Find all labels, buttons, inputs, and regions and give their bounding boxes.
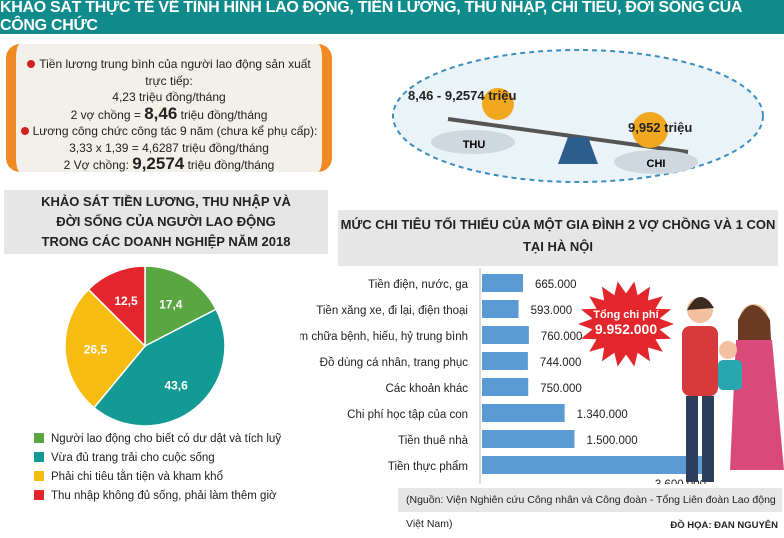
money-bag-icon: [482, 88, 514, 120]
income-label: THU: [463, 139, 486, 151]
bar-category-label: Tiền điện, nước, ga: [368, 279, 468, 291]
graphic-credit: ĐỒ HỌA: ĐAN NGUYÊN: [670, 520, 778, 531]
info-line: 3,33 x 1,39 = 4,6287 triệu đồng/tháng: [69, 140, 269, 155]
total-label: Tổng chi phí: [593, 309, 659, 321]
bar-category-label: Tiền thực phẩm: [388, 461, 468, 473]
legend-swatch: [34, 433, 44, 443]
pie-chart-title: KHẢO SÁT TIỀN LƯƠNG, THU NHẬP VÀ ĐỜI SỐNG…: [4, 190, 328, 254]
legend-label: Phải chi tiêu tằn tiện và kham khổ: [51, 471, 223, 483]
bar-value-label: 593.000: [531, 305, 573, 317]
bar: [482, 352, 528, 370]
family-illustration: [682, 296, 784, 482]
info-line: 4,23 triệu đồng/tháng: [112, 90, 226, 104]
total-value: 9.952.000: [595, 321, 657, 337]
expense-value: 9,952 triệu: [628, 120, 692, 135]
bar-category-label: Các khoản khác: [386, 383, 469, 395]
legend-item: Người lao động cho biết có dư dật và tíc…: [34, 430, 281, 449]
legend-swatch: [34, 490, 44, 500]
bar-chart-title: MỨC CHI TIÊU TỐI THIỂU CỦA MỘT GIA ĐÌNH …: [338, 210, 778, 266]
income-value: 8,46 - 9,2574 triệu: [408, 88, 516, 103]
bar-value-label: 1.500.000: [587, 435, 638, 447]
legend-label: Người lao động cho biết có dư dật và tíc…: [51, 433, 282, 445]
bar: [482, 378, 529, 396]
info-line: 2 vợ chồng = 8,46 triệu đồng/tháng: [70, 103, 268, 123]
money-bag-icon: [632, 112, 668, 148]
bar-value-label: 665.000: [535, 279, 577, 291]
legend-label: Thu nhập không đủ sống, phải làm thêm gi…: [51, 490, 277, 502]
bar-value-label: 744.000: [540, 357, 582, 369]
pie-slice: [92, 308, 226, 427]
pie-slice: [64, 288, 147, 409]
pie-slice: [87, 265, 146, 348]
balance-scale-illustration: 8,46 - 9,2574 triệu THU 9,952 triệu CHI: [392, 49, 764, 183]
info-line: Lương công chức công tác 9 năm (chưa kể …: [32, 124, 318, 138]
bar-chart: Tiền điện, nước, ga 665.000 Tiền xăng xe, …: [300, 268, 706, 484]
bar-category-label: Chi phí học tập của con: [347, 409, 468, 421]
expense-label: CHI: [647, 158, 666, 170]
pie-slice-label: 17,4: [159, 298, 183, 312]
pie-slice-label: 12,5: [114, 294, 138, 308]
page-title: KHẢO SÁT THỰC TẾ VỀ TÌNH HÌNH LAO ĐỘNG, …: [0, 0, 784, 34]
bar-value-label: 1.340.000: [577, 409, 628, 421]
bar-value-label: 3.600.000: [655, 479, 706, 484]
bar: [482, 274, 524, 292]
legend-label: Vừa đủ trang trải cho cuộc sống: [51, 452, 215, 464]
bar: [482, 430, 575, 448]
bar: [482, 300, 519, 318]
legend-swatch: [34, 452, 44, 462]
legend-item: Phải chi tiêu tằn tiện và kham khổ: [34, 468, 281, 487]
pie-legend: Người lao động cho biết có dư dật và tíc…: [34, 430, 281, 506]
pie-slice: [144, 265, 218, 348]
pie-chart: 17,4 43,6 26,5 12,5: [64, 265, 226, 427]
bullet-icon: [20, 127, 29, 135]
legend-swatch: [34, 471, 44, 481]
total-cost-burst: Tổng chi phí 9.952.000: [578, 281, 674, 367]
bullet-icon: [27, 60, 36, 68]
source-note: (Nguồn: Viện Nghiên cứu Công nhân và Côn…: [398, 488, 782, 530]
bar-value-label: 760.000: [541, 331, 583, 343]
bar-category-label: Đồ dùng cá nhân, trang phục: [320, 357, 469, 369]
pie-slice-label: 43,6: [164, 379, 188, 393]
bar-category-label: Khám chữa bệnh, hiếu, hỷ trung bình: [300, 331, 468, 343]
bar-value-label: 750.000: [540, 383, 582, 395]
legend-item: Vừa đủ trang trải cho cuộc sống: [34, 449, 281, 468]
info-line: Tiền lương trung bình của người lao động…: [39, 57, 311, 88]
info-line: 2 Vợ chồng: 9,2574 triệu đồng/tháng: [63, 154, 275, 173]
bar-category-label: Tiền xăng xe, đi lại, điện thoại: [316, 305, 468, 317]
legend-item: Thu nhập không đủ sống, phải làm thêm gi…: [34, 487, 281, 506]
bar: [482, 456, 704, 474]
bar: [482, 326, 529, 344]
bar-category-label: Tiền thuê nhà: [398, 435, 469, 447]
pie-slice-label: 26,5: [84, 342, 108, 356]
bar: [482, 404, 565, 422]
salary-info-box: Tiền lương trung bình của người lao động…: [6, 44, 332, 172]
